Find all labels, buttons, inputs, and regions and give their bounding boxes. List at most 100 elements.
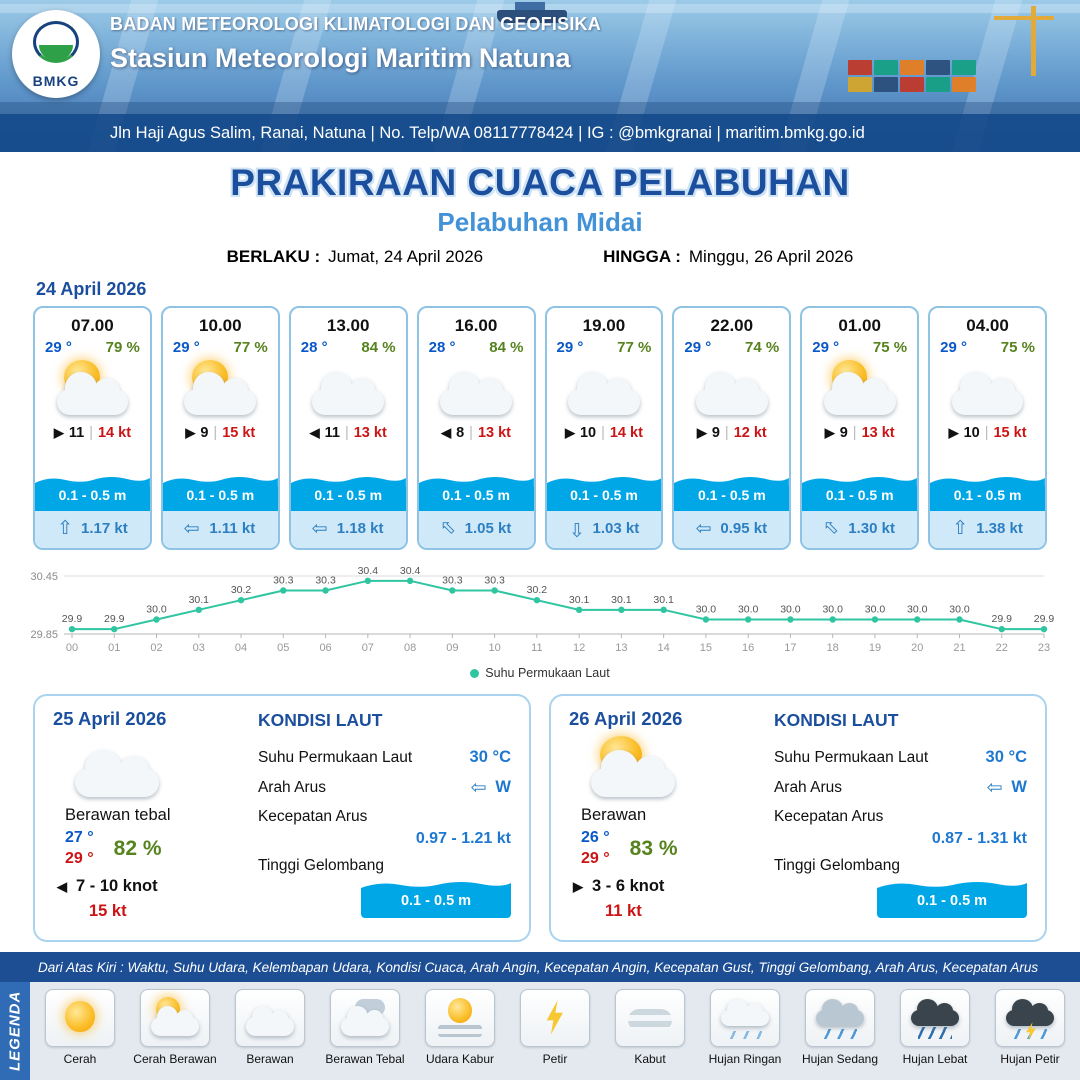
cloud-icon [74, 749, 160, 797]
humidity: 83 % [629, 836, 678, 860]
wind-speed: 9 [200, 425, 209, 441]
cloud-icon [341, 1005, 389, 1036]
wind-speed: 9 [711, 425, 720, 441]
separator: | [601, 425, 605, 441]
wind-direction-icon: ◀ [441, 425, 452, 440]
current-direction-icon: ⇧ [984, 779, 1006, 796]
wind-gust: 13 kt [353, 425, 387, 441]
wave-band: 0.1 - 0.5 m [930, 474, 1045, 511]
current-band: ⇧ 1.30 kt [802, 511, 918, 548]
weather-icon [181, 360, 259, 420]
svg-text:30.1: 30.1 [569, 594, 590, 606]
wave-crest-icon [930, 477, 1045, 486]
current-direction-icon: ⇧ [310, 520, 332, 537]
legend-icon-card [140, 989, 210, 1047]
weather-icon [339, 997, 391, 1039]
legend-item: Hujan Sedang [795, 989, 885, 1066]
weather-icon [149, 997, 201, 1039]
wave-band: 0.1 - 0.5 m [35, 474, 150, 511]
cloud-icon [590, 749, 676, 797]
current-direction-icon: ⇧ [57, 518, 74, 539]
svg-text:03: 03 [193, 642, 205, 654]
wind-gust: 15 kt [993, 425, 1027, 441]
condition-label: Berawan tebal [65, 806, 171, 824]
current-band: ⇧ 1.03 kt [546, 511, 662, 548]
weather-icon [909, 997, 961, 1039]
current-speed: 1.11 kt [209, 520, 256, 537]
wave-band: 0.1 - 0.5 m [674, 474, 790, 511]
wind-gust: 12 kt [733, 425, 767, 441]
bmkg-logo: BMKG [12, 10, 100, 98]
outlook-card: 25 April 2026 Berawan tebal 27 ° 29 ° 82… [33, 694, 531, 942]
container-stack-art [848, 60, 976, 92]
cloud-icon [911, 999, 959, 1027]
legend-label: Hujan Lebat [902, 1052, 968, 1066]
svg-text:13: 13 [615, 642, 627, 654]
svg-text:00: 00 [66, 642, 78, 654]
humidity: 75 % [1000, 339, 1035, 356]
legend-icon-card [425, 989, 495, 1047]
sea-condition-title: KONDISI LAUT [773, 710, 899, 730]
wave-height: 0.1 - 0.5 m [35, 486, 150, 511]
cloud-icon [151, 1005, 199, 1036]
wind-range: 3 - 6 knot [592, 877, 665, 895]
forecast-date: 24 April 2026 [36, 279, 147, 299]
wave-crest-icon [546, 477, 662, 486]
svg-text:29.9: 29.9 [62, 613, 83, 625]
legend-item: Hujan Ringan [700, 989, 790, 1066]
current-band: ⇧ 0.95 kt [674, 511, 790, 548]
current-band: ⇧ 1.11 kt [162, 511, 278, 548]
wave-crest-icon [290, 477, 406, 486]
wave-band: 0.1 - 0.5 m [162, 474, 278, 511]
svg-text:05: 05 [277, 642, 289, 654]
wind-speed: 10 [579, 425, 597, 441]
wave-height: 0.1 - 0.5 m [546, 486, 662, 511]
svg-text:18: 18 [827, 642, 839, 654]
sun-icon [447, 997, 473, 1024]
time-label: 01.00 [838, 316, 881, 335]
legend-dot-icon [470, 668, 480, 678]
legend-label: Cerah Berawan [133, 1052, 217, 1066]
svg-text:04: 04 [235, 642, 247, 654]
weather-icon [434, 997, 486, 1039]
svg-text:15: 15 [700, 642, 712, 654]
outlook-date: 26 April 2026 [569, 708, 683, 729]
time-label: 22.00 [710, 316, 754, 335]
current-direction-icon: ⇧ [693, 520, 715, 537]
current-direction-value: W [495, 778, 511, 796]
sst-value: 30 °C [985, 748, 1027, 766]
ship-art [496, 2, 567, 23]
forecast-card: 22.00 29 ° 74 % ▶ 9 | 12 kt [672, 306, 792, 550]
legend-label: Petir [542, 1052, 568, 1066]
svg-text:30.0: 30.0 [780, 604, 801, 616]
wind-direction-icon: ▶ [185, 425, 196, 440]
port-name: Pelabuhan Midai [437, 207, 643, 237]
legend-item: Berawan [225, 989, 315, 1066]
legend-icon-card [710, 989, 780, 1047]
wind-speed: 11 [324, 425, 340, 441]
svg-text:16: 16 [742, 642, 754, 654]
forecast-card: 01.00 29 ° 75 % ▶ 9 | 13 kt [800, 306, 920, 550]
weather-icon [437, 360, 515, 420]
rain-icon [918, 1027, 952, 1039]
current-band: ⇧ 1.38 kt [930, 511, 1045, 548]
fog-icon [628, 1008, 672, 1032]
humidity: 82 % [113, 836, 162, 860]
valid-from-label: BERLAKU : [226, 247, 321, 266]
cloud-icon [823, 372, 896, 416]
cloud-icon [721, 999, 769, 1027]
legend-label: Cerah [63, 1052, 97, 1066]
weather-icon [814, 997, 866, 1039]
outlook-row: 25 April 2026 Berawan tebal 27 ° 29 ° 82… [0, 694, 1080, 942]
humidity: 84 % [489, 339, 524, 356]
current-speed-label: Kecepatan Arus [257, 808, 368, 825]
humidity: 74 % [745, 339, 780, 356]
current-speed: 1.17 kt [81, 520, 128, 537]
temp-max: 29 ° [65, 850, 94, 867]
svg-text:30.0: 30.0 [949, 604, 970, 616]
weather-icon [1004, 997, 1056, 1040]
svg-text:09: 09 [446, 642, 458, 654]
humidity: 84 % [361, 339, 396, 356]
outlook-card: 26 April 2026 Berawan 26 ° 29 ° 83 % [549, 694, 1047, 942]
sst-value: 30 °C [469, 748, 511, 766]
